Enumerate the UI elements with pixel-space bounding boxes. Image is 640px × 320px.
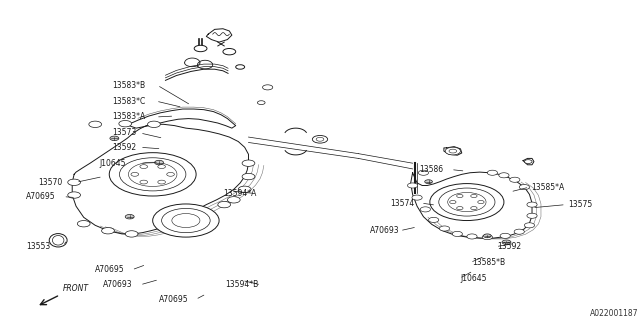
Circle shape: [482, 235, 492, 240]
Circle shape: [140, 180, 148, 184]
Circle shape: [125, 214, 134, 219]
Text: A70693: A70693: [103, 280, 132, 289]
Circle shape: [223, 49, 236, 55]
Text: 13594*A: 13594*A: [223, 189, 256, 198]
Circle shape: [236, 65, 244, 69]
Polygon shape: [444, 147, 462, 155]
Circle shape: [439, 188, 495, 216]
Polygon shape: [411, 172, 532, 238]
Circle shape: [457, 206, 463, 210]
Text: J10645: J10645: [461, 274, 487, 283]
Circle shape: [448, 193, 486, 212]
Circle shape: [420, 207, 431, 212]
Circle shape: [68, 179, 81, 186]
Text: 13574: 13574: [390, 198, 415, 207]
Circle shape: [470, 206, 477, 210]
Circle shape: [89, 121, 102, 127]
Circle shape: [262, 85, 273, 90]
Circle shape: [429, 217, 439, 222]
Circle shape: [527, 202, 537, 207]
Circle shape: [218, 201, 230, 208]
Circle shape: [449, 149, 457, 153]
Circle shape: [162, 208, 210, 233]
Circle shape: [430, 184, 504, 220]
Circle shape: [109, 153, 196, 196]
Polygon shape: [127, 109, 236, 128]
Circle shape: [167, 172, 174, 176]
Circle shape: [242, 160, 255, 166]
Circle shape: [524, 160, 532, 164]
Circle shape: [514, 229, 524, 234]
Circle shape: [487, 170, 497, 175]
Text: 13583*A: 13583*A: [113, 113, 146, 122]
Text: A70695: A70695: [26, 192, 56, 201]
Circle shape: [68, 192, 81, 198]
Text: 13592: 13592: [113, 143, 136, 152]
Text: 13573: 13573: [113, 128, 137, 137]
Circle shape: [477, 200, 484, 204]
Circle shape: [470, 194, 477, 197]
Circle shape: [509, 177, 520, 182]
Text: A022001187: A022001187: [589, 309, 638, 318]
Circle shape: [155, 160, 164, 165]
Circle shape: [148, 121, 161, 127]
Text: 13586: 13586: [419, 165, 443, 174]
Circle shape: [257, 101, 265, 105]
Circle shape: [467, 234, 477, 239]
Text: A70695: A70695: [159, 295, 189, 304]
Text: 13570: 13570: [38, 178, 62, 187]
Circle shape: [519, 185, 529, 190]
Circle shape: [158, 165, 166, 169]
Circle shape: [524, 223, 534, 228]
Circle shape: [102, 228, 115, 234]
Circle shape: [452, 231, 463, 236]
Text: 13585*B: 13585*B: [472, 258, 505, 267]
Text: A70695: A70695: [95, 265, 125, 275]
Circle shape: [227, 197, 240, 203]
Circle shape: [131, 172, 139, 176]
Circle shape: [129, 162, 177, 187]
Polygon shape: [72, 124, 248, 234]
Text: 13592: 13592: [497, 242, 522, 251]
Text: 13585*A: 13585*A: [531, 183, 564, 192]
Circle shape: [457, 194, 463, 197]
Circle shape: [120, 158, 186, 191]
Circle shape: [500, 233, 510, 238]
Text: 13553: 13553: [26, 242, 51, 251]
Text: 13583*C: 13583*C: [113, 97, 146, 106]
Text: 13583*B: 13583*B: [113, 81, 145, 90]
Circle shape: [527, 213, 537, 218]
Circle shape: [125, 231, 138, 237]
Text: 13575: 13575: [568, 200, 592, 209]
Circle shape: [499, 173, 509, 178]
Circle shape: [440, 226, 450, 231]
Text: 13594*B: 13594*B: [225, 280, 259, 289]
Circle shape: [450, 200, 456, 204]
Circle shape: [312, 135, 328, 143]
Circle shape: [316, 137, 324, 141]
Circle shape: [119, 121, 132, 127]
Circle shape: [153, 204, 219, 237]
Circle shape: [110, 136, 119, 140]
Circle shape: [242, 173, 255, 180]
Circle shape: [172, 213, 200, 228]
Circle shape: [445, 147, 461, 155]
Circle shape: [425, 180, 433, 184]
Text: FRONT: FRONT: [63, 284, 89, 293]
Circle shape: [419, 170, 429, 175]
Circle shape: [408, 183, 418, 188]
Polygon shape: [523, 158, 534, 165]
Circle shape: [77, 220, 90, 227]
Circle shape: [483, 234, 491, 238]
Circle shape: [412, 195, 422, 200]
Circle shape: [238, 186, 251, 193]
Circle shape: [194, 45, 207, 52]
Circle shape: [158, 180, 166, 184]
Ellipse shape: [49, 234, 67, 247]
Polygon shape: [206, 29, 232, 42]
Circle shape: [140, 165, 148, 169]
Circle shape: [502, 240, 511, 244]
Text: A70693: A70693: [370, 226, 399, 235]
Text: J10645: J10645: [100, 159, 126, 168]
